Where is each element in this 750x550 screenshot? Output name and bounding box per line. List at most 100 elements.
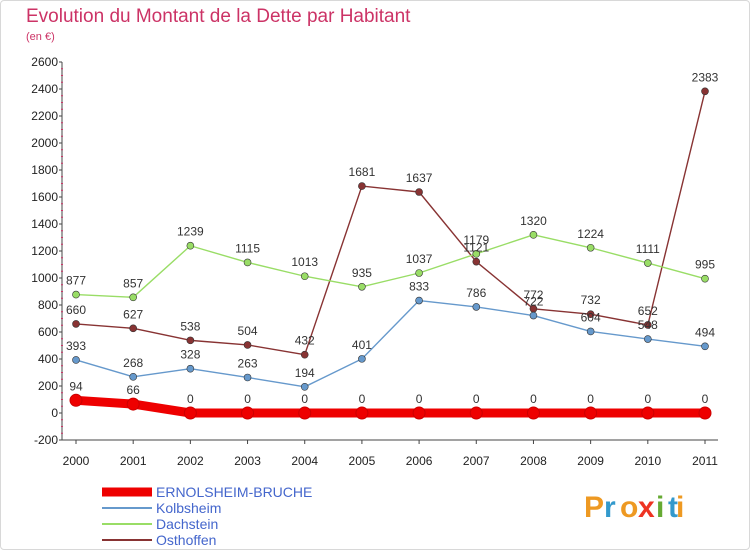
data-label: 263 bbox=[238, 356, 258, 370]
data-label: 1115 bbox=[235, 241, 260, 255]
series-layer bbox=[69, 87, 712, 420]
data-label: 772 bbox=[523, 288, 543, 302]
data-label: 393 bbox=[66, 339, 86, 353]
data-label: 0 bbox=[244, 392, 251, 406]
data-label: 0 bbox=[187, 392, 194, 406]
series-line bbox=[75, 299, 706, 388]
data-label: 732 bbox=[581, 293, 601, 307]
data-label: 1013 bbox=[291, 255, 318, 269]
y-tick-label: 2400 bbox=[31, 82, 58, 96]
x-tick-label: 2011 bbox=[692, 454, 718, 468]
data-point bbox=[243, 258, 252, 267]
data-point bbox=[472, 303, 481, 311]
data-label: 786 bbox=[466, 286, 486, 300]
data-point bbox=[412, 406, 426, 420]
data-label: 66 bbox=[127, 383, 141, 397]
legend-label: Kolbsheim bbox=[156, 500, 221, 516]
data-point bbox=[355, 406, 369, 420]
data-label: 1239 bbox=[177, 225, 204, 239]
data-point bbox=[129, 324, 137, 333]
data-point bbox=[300, 350, 309, 359]
y-tick-label: 1200 bbox=[31, 244, 58, 258]
y-tick-label: 1600 bbox=[31, 190, 58, 204]
data-point bbox=[415, 188, 423, 196]
data-label: 0 bbox=[587, 392, 594, 406]
data-label: 401 bbox=[352, 338, 372, 352]
data-label: 1111 bbox=[636, 242, 660, 256]
data-point bbox=[701, 342, 709, 351]
data-point bbox=[243, 373, 252, 382]
data-label: 995 bbox=[695, 258, 715, 272]
data-point bbox=[701, 274, 709, 283]
data-point bbox=[69, 393, 83, 407]
data-point bbox=[358, 282, 366, 291]
data-point bbox=[358, 355, 366, 363]
logo-letter: r bbox=[604, 491, 616, 524]
data-point bbox=[243, 341, 252, 349]
data-label: 94 bbox=[69, 379, 83, 393]
chart-subtitle: (en €) bbox=[26, 31, 55, 43]
x-tick-label: 2008 bbox=[520, 454, 547, 468]
data-label: 0 bbox=[301, 392, 308, 406]
data-label: 604 bbox=[581, 310, 601, 324]
data-point bbox=[586, 327, 595, 336]
legend-label: ERNOLSHEIM-BRUCHE bbox=[156, 484, 312, 500]
data-point bbox=[241, 406, 255, 420]
data-point bbox=[526, 406, 540, 420]
series-line bbox=[75, 234, 706, 299]
data-label: 328 bbox=[180, 348, 200, 362]
series-line bbox=[75, 90, 706, 356]
y-tick-label: 400 bbox=[38, 352, 58, 366]
x-tick-label: 2002 bbox=[177, 454, 204, 468]
logo-letter: i bbox=[656, 491, 664, 524]
data-label: 1179 bbox=[463, 233, 489, 247]
data-point bbox=[186, 336, 195, 345]
series-3 bbox=[72, 87, 709, 359]
chart-title: Evolution du Montant de la Dette par Hab… bbox=[26, 6, 411, 27]
data-label: 1320 bbox=[520, 214, 547, 228]
data-label: 1681 bbox=[349, 165, 376, 179]
data-point bbox=[300, 272, 309, 281]
data-point bbox=[186, 241, 195, 250]
series-2 bbox=[72, 231, 709, 302]
x-tick-label: 2009 bbox=[577, 454, 604, 468]
x-tick-label: 2010 bbox=[634, 454, 661, 468]
axes: -200020040060080010001200140016001800200… bbox=[31, 55, 718, 468]
data-point bbox=[529, 231, 538, 239]
data-point bbox=[641, 406, 655, 420]
y-tick-label: 800 bbox=[38, 298, 58, 312]
series-0 bbox=[69, 393, 712, 420]
data-point bbox=[472, 257, 481, 266]
data-point bbox=[72, 290, 80, 299]
y-tick-label: 1800 bbox=[31, 163, 58, 177]
data-label: 538 bbox=[180, 319, 200, 333]
data-label: 548 bbox=[638, 318, 658, 332]
logo-letter: P bbox=[584, 491, 604, 524]
data-point bbox=[72, 320, 80, 328]
data-point bbox=[126, 397, 140, 411]
data-point bbox=[698, 406, 712, 420]
data-point bbox=[644, 335, 652, 343]
data-label: 857 bbox=[123, 276, 143, 290]
y-tick-label: 2000 bbox=[31, 136, 58, 150]
x-tick-label: 2001 bbox=[120, 454, 147, 468]
data-point bbox=[644, 259, 652, 267]
data-point bbox=[415, 296, 423, 305]
legend-label: Dachstein bbox=[156, 516, 218, 532]
data-label: 494 bbox=[695, 325, 715, 339]
data-point bbox=[298, 406, 312, 420]
data-label: 1121 bbox=[463, 241, 489, 255]
data-label: 268 bbox=[123, 356, 143, 370]
data-point bbox=[586, 243, 595, 252]
data-point bbox=[300, 383, 309, 391]
data-point bbox=[129, 373, 137, 381]
y-tick-label: 200 bbox=[38, 379, 58, 393]
data-label: 0 bbox=[416, 392, 423, 406]
logo-letter: t bbox=[668, 491, 678, 524]
data-point bbox=[472, 250, 481, 258]
data-label: 0 bbox=[530, 392, 537, 406]
data-label: 0 bbox=[473, 392, 480, 406]
data-point bbox=[358, 182, 366, 190]
